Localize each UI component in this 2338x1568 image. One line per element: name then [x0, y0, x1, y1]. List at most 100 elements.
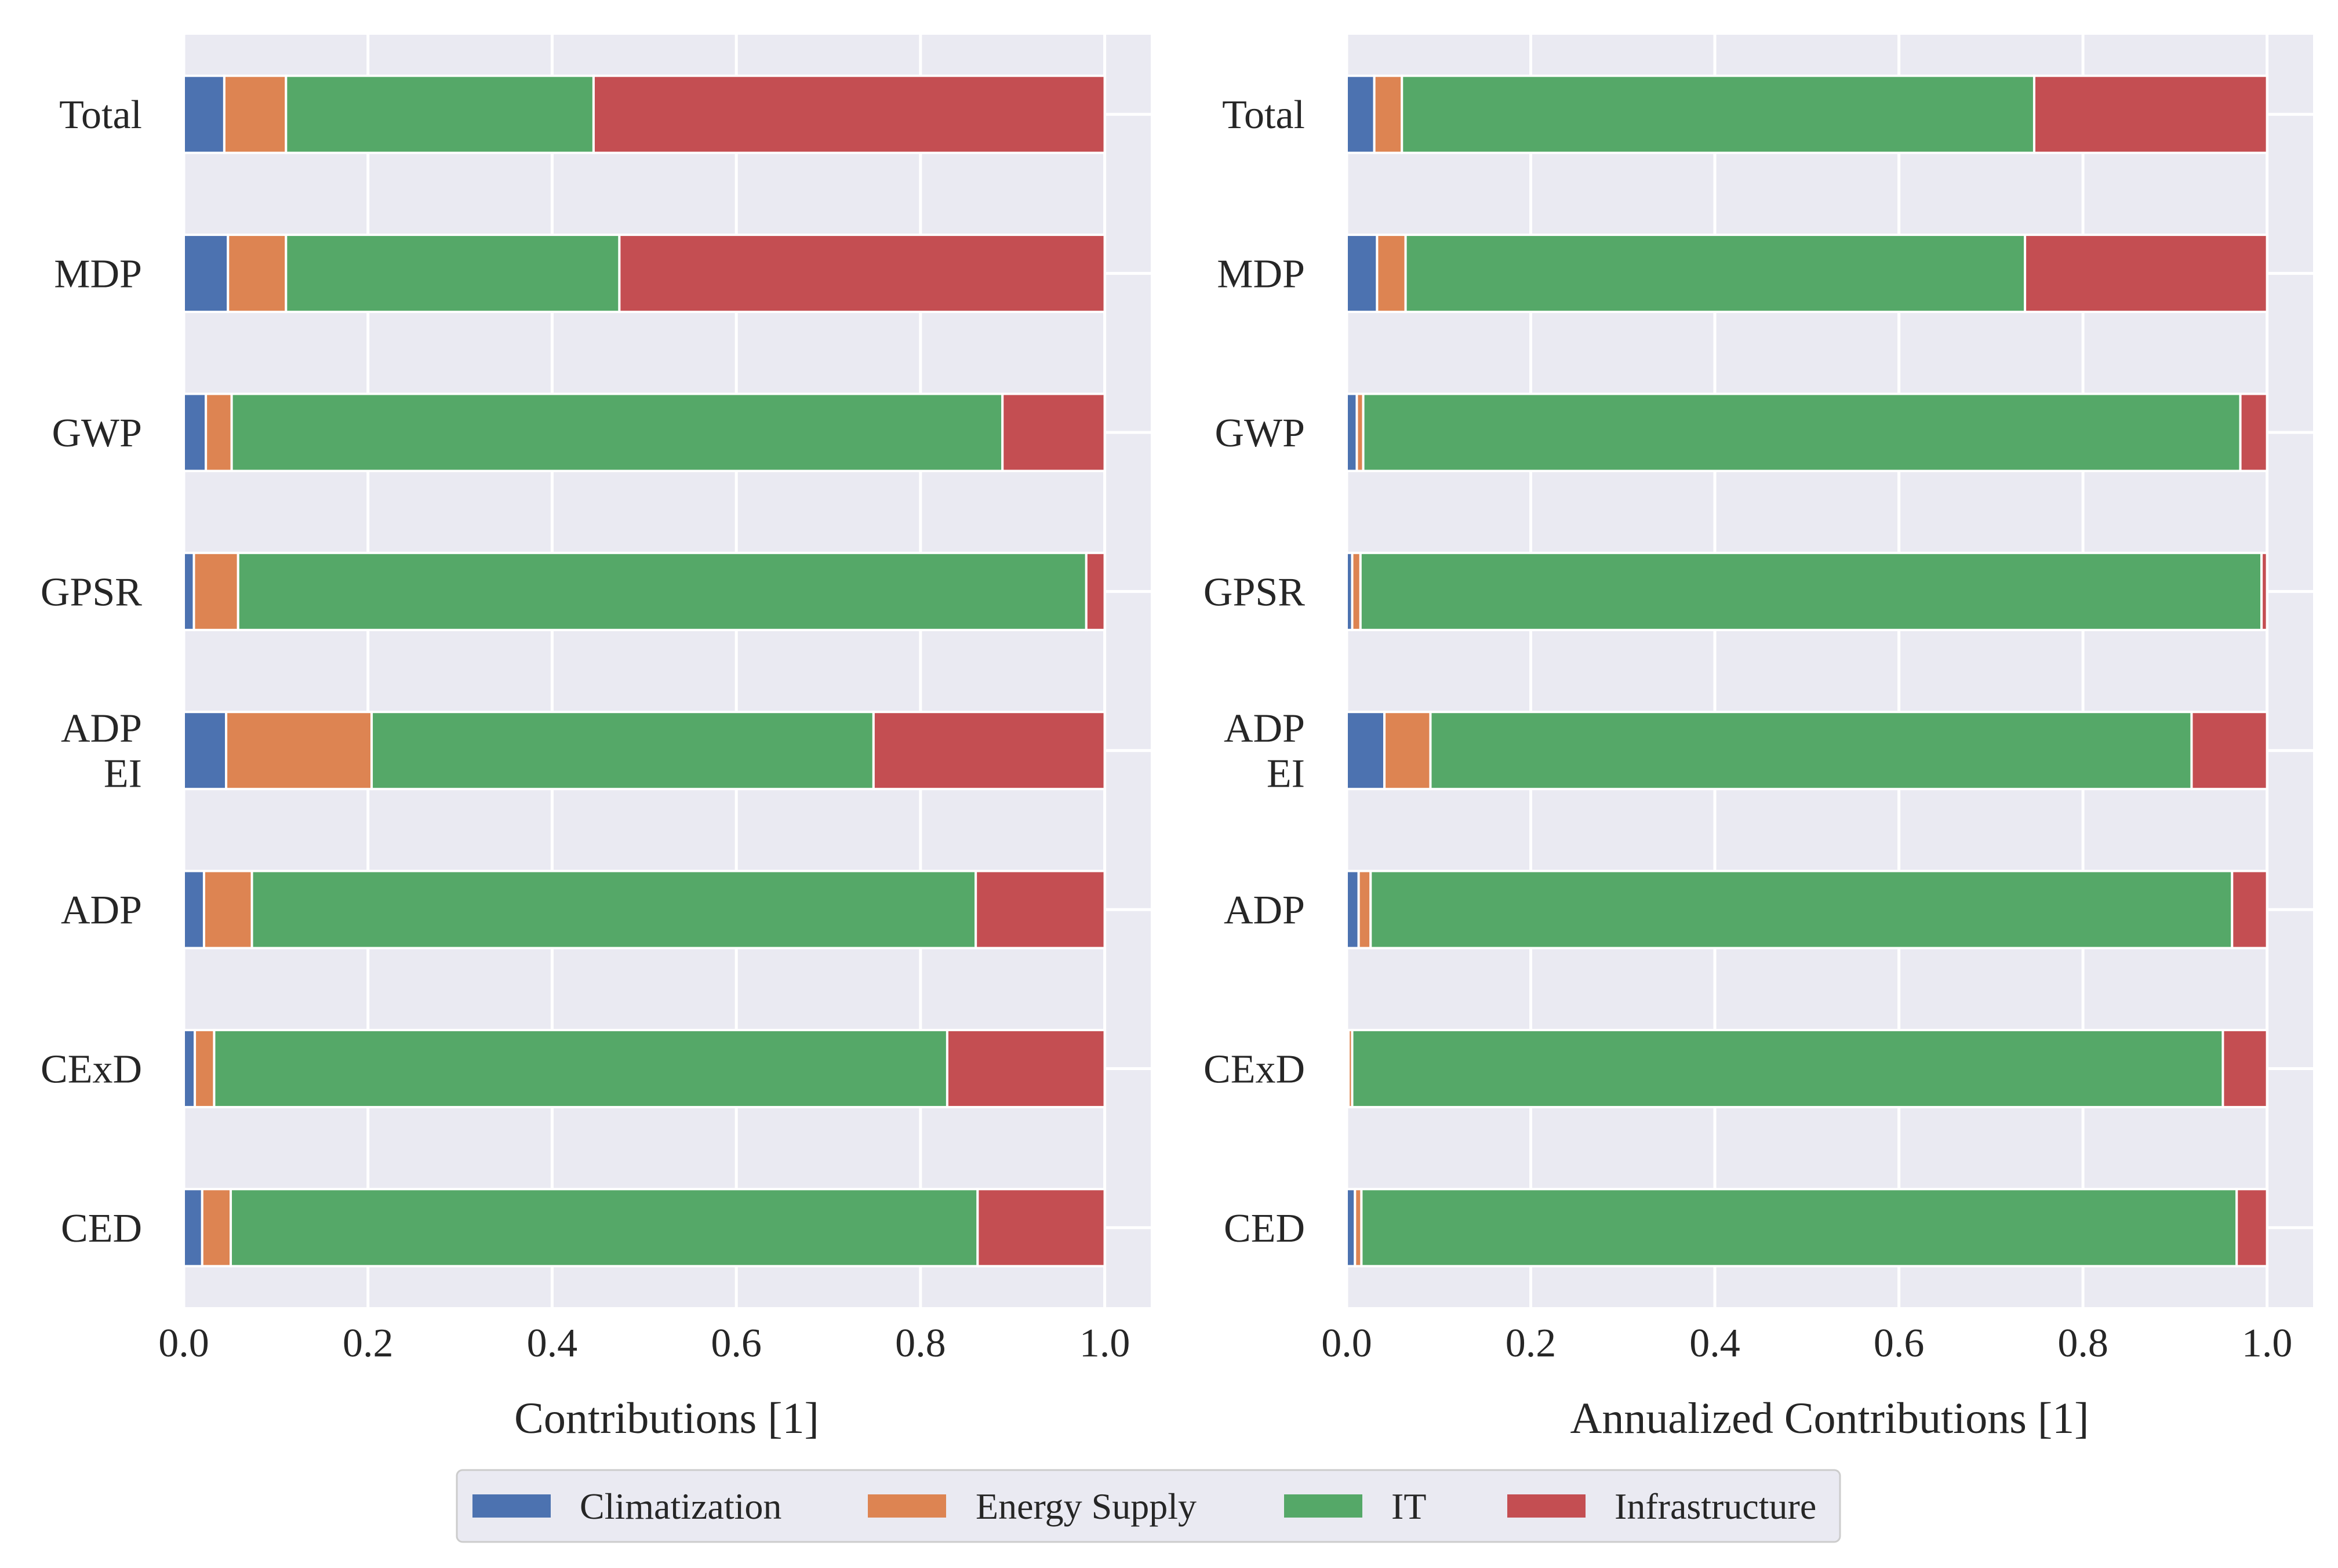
bar-segment-mdp-infrastructure — [618, 234, 1106, 314]
bar-segment-cexd-it — [213, 1028, 948, 1108]
plot-background — [184, 35, 1151, 1307]
bar-segment-gwp-climatization — [183, 392, 208, 472]
legend-swatch-climatization — [472, 1494, 551, 1518]
legend-label-it: IT — [1391, 1486, 1426, 1527]
bar-segment-adp-ei-energy-supply — [225, 711, 373, 791]
bar-segment-mdp-energy-supply — [1376, 234, 1407, 314]
legend-label-climatization: Climatization — [580, 1486, 781, 1527]
legend: Climatization Energy Supply IT Infrastru… — [456, 1469, 1841, 1543]
bar-segment-total-energy-supply — [223, 74, 288, 154]
bar-segment-cexd-it — [1351, 1028, 2224, 1108]
y-tick-label: EI — [104, 752, 142, 796]
bar-segment-total-infrastructure — [2032, 74, 2268, 154]
bar-segment-total-climatization — [183, 74, 226, 154]
x-tick-label: 0.4 — [1689, 1321, 1740, 1366]
bar-segment-gpsr-energy-supply — [1351, 551, 1362, 631]
bar-segment-adp-energy-supply — [1357, 870, 1372, 949]
bar-segment-total-climatization — [1346, 74, 1376, 154]
bar-segment-adp-ei-it — [370, 711, 875, 791]
bar-segment-mdp-infrastructure — [2024, 234, 2268, 314]
bar-segment-gpsr-energy-supply — [192, 551, 239, 631]
bar-segment-ced-infrastructure — [976, 1188, 1106, 1268]
bar-segment-ced-infrastructure — [2235, 1188, 2268, 1268]
y-tick-label: ADP — [1224, 888, 1305, 933]
legend-label-infrastructure: Infrastructure — [1615, 1486, 1816, 1527]
legend-swatch-infrastructure — [1507, 1494, 1586, 1518]
bar-segment-ced-it — [1360, 1188, 2238, 1268]
bar-segment-adp-ei-infrastructure — [872, 711, 1106, 791]
bar-segment-gwp-climatization — [1346, 392, 1358, 472]
bar-segment-gwp-infrastructure — [2239, 392, 2268, 472]
plot-background — [1347, 35, 2313, 1307]
x-tick-label: 0.2 — [1506, 1321, 1557, 1366]
y-tick-label: ADP — [61, 707, 142, 751]
bar-segment-mdp-climatization — [1346, 234, 1379, 314]
bar-segment-cexd-energy-supply — [194, 1028, 216, 1108]
x-tick-label: 0.4 — [527, 1321, 578, 1366]
x-tick-label: 0.6 — [1874, 1321, 1925, 1366]
bar-segment-mdp-it — [1404, 234, 2027, 314]
bar-segment-adp-ei-climatization — [183, 711, 228, 791]
bar-segment-ced-it — [230, 1188, 979, 1268]
bar-segment-adp-climatization — [1346, 870, 1360, 949]
y-tick-label: ADP — [1224, 707, 1305, 751]
bar-segment-cexd-infrastructure — [2221, 1028, 2268, 1108]
bar-segment-adp-ei-infrastructure — [2190, 711, 2268, 791]
bar-segment-gpsr-it — [237, 551, 1088, 631]
y-tick-label: CED — [61, 1206, 142, 1251]
bar-segment-gwp-infrastructure — [1001, 392, 1106, 472]
bar-segment-adp-ei-energy-supply — [1383, 711, 1432, 791]
y-tick-label: CExD — [1203, 1047, 1305, 1092]
bar-segment-cexd-climatization — [183, 1028, 197, 1108]
legend-swatch-it — [1284, 1494, 1362, 1518]
bar-segment-mdp-it — [285, 234, 621, 314]
x-axis-title: Contributions [1] — [514, 1394, 819, 1443]
x-tick-label: 0.2 — [343, 1321, 394, 1366]
y-tick-label: Total — [59, 93, 142, 137]
bar-segment-gwp-it — [230, 392, 1004, 472]
legend-label-energy-supply: Energy Supply — [976, 1486, 1197, 1527]
bar-segment-cexd-infrastructure — [946, 1028, 1106, 1108]
bar-segment-adp-energy-supply — [202, 870, 253, 949]
bar-segment-mdp-energy-supply — [227, 234, 288, 314]
bar-segment-total-it — [1401, 74, 2035, 154]
x-tick-label: 0.8 — [2057, 1321, 2108, 1366]
bar-segment-gpsr-infrastructure — [2260, 551, 2268, 631]
y-tick-label: GPSR — [1203, 570, 1305, 614]
x-tick-label: 0.8 — [895, 1321, 946, 1366]
bar-segment-adp-infrastructure — [975, 870, 1106, 949]
x-tick-label: 0.0 — [158, 1321, 209, 1366]
x-tick-label: 1.0 — [2242, 1321, 2293, 1366]
x-tick-label: 0.0 — [1321, 1321, 1372, 1366]
x-tick-label: 0.6 — [711, 1321, 762, 1366]
bar-segment-ced-climatization — [1346, 1188, 1357, 1268]
x-axis-title: Annualized Contributions [1] — [1570, 1394, 2089, 1443]
bar-segment-adp-it — [1369, 870, 2234, 949]
legend-frame — [456, 1469, 1841, 1543]
y-tick-label: Total — [1222, 93, 1305, 137]
bar-segment-total-infrastructure — [592, 74, 1106, 154]
y-tick-label: MDP — [54, 252, 142, 297]
bar-segment-adp-it — [250, 870, 977, 949]
bar-segment-gwp-energy-supply — [205, 392, 233, 472]
y-tick-label: CExD — [41, 1047, 142, 1092]
bar-segment-adp-climatization — [183, 870, 205, 949]
bar-segment-gpsr-climatization — [183, 551, 195, 631]
bar-segment-ced-climatization — [183, 1188, 203, 1268]
bar-segment-gpsr-infrastructure — [1085, 551, 1106, 631]
bar-segment-gwp-it — [1362, 392, 2242, 472]
y-tick-label: GWP — [1215, 411, 1305, 456]
y-tick-label: GPSR — [41, 570, 142, 614]
bar-segment-mdp-climatization — [183, 234, 230, 314]
bar-segment-gpsr-it — [1359, 551, 2263, 631]
bar-segment-total-it — [285, 74, 595, 154]
y-tick-label: MDP — [1217, 252, 1305, 297]
bar-segment-adp-ei-it — [1429, 711, 2193, 791]
bar-segment-adp-infrastructure — [2231, 870, 2268, 949]
y-tick-label: ADP — [61, 888, 142, 933]
legend-swatch-energy-supply — [868, 1494, 946, 1518]
bar-segment-adp-ei-climatization — [1346, 711, 1386, 791]
